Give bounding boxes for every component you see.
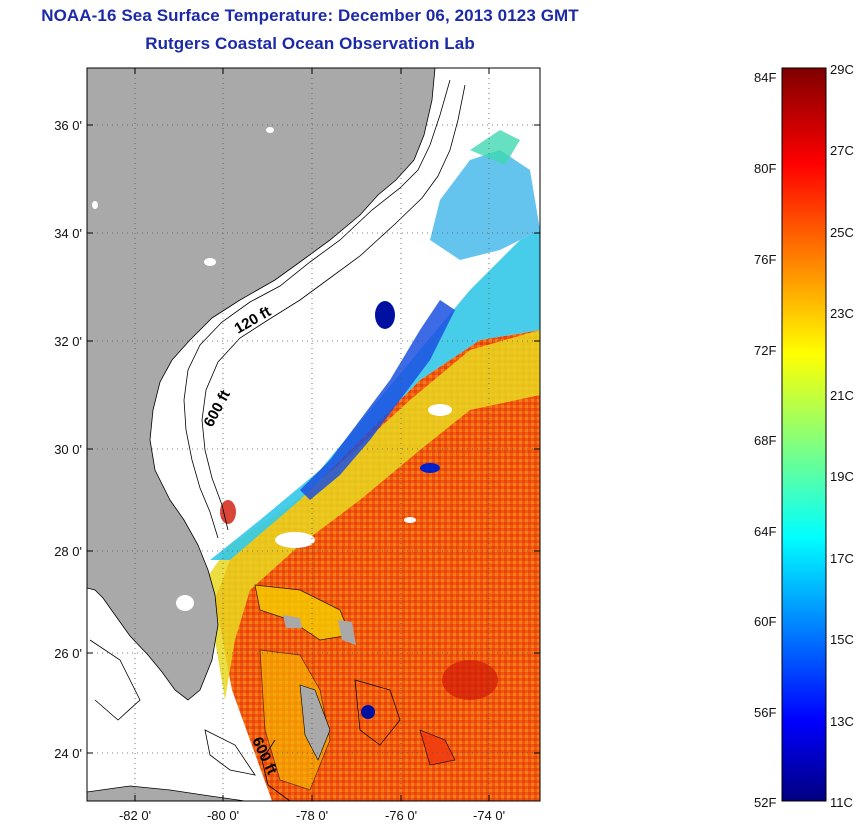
cb-c-11: 11C	[830, 795, 853, 810]
cb-c-27: 27C	[830, 143, 854, 158]
lat-label-34: 34 0'	[54, 226, 82, 241]
lon-label-82: -82 0'	[119, 808, 151, 823]
cb-f-64: 64F	[754, 524, 777, 539]
lon-label-80: -80 0'	[207, 808, 239, 823]
lat-label-24: 24 0'	[54, 746, 82, 761]
cb-c-13: 13C	[830, 714, 854, 729]
cb-f-60: 60F	[754, 614, 777, 629]
lat-label-36: 36 0'	[54, 118, 82, 133]
cb-c-19: 19C	[830, 469, 854, 484]
lat-label-32: 32 0'	[54, 334, 82, 349]
lon-label-74: -74 0'	[473, 808, 505, 823]
map-frame	[86, 67, 541, 802]
lat-label-26: 26 0'	[54, 646, 82, 661]
bahamas-banks	[254, 584, 456, 791]
bathymetry-contours	[89, 79, 466, 801]
map-subtitle: Rutgers Coastal Ocean Observation Lab	[145, 34, 475, 53]
cb-f-80: 80F	[754, 161, 777, 176]
lat-label-28: 28 0'	[54, 544, 82, 559]
cb-c-23: 23C	[830, 306, 854, 321]
land-mass	[87, 68, 436, 701]
map-title: NOAA-16 Sea Surface Temperature: Decembe…	[41, 6, 579, 25]
lat-label-30: 30 0'	[54, 442, 82, 457]
cb-f-68: 68F	[754, 433, 777, 448]
frame-ticks	[87, 68, 540, 801]
cb-f-52: 52F	[754, 795, 777, 810]
cb-f-84: 84F	[754, 70, 777, 85]
cuba-coast	[87, 785, 246, 801]
cb-c-15: 15C	[830, 632, 854, 647]
graticule	[87, 68, 540, 801]
cb-c-21: 21C	[830, 388, 854, 403]
lon-label-76: -76 0'	[385, 808, 417, 823]
cb-c-29: 29C	[830, 62, 854, 77]
cb-f-76: 76F	[754, 252, 777, 267]
cb-c-25: 25C	[830, 225, 854, 240]
latitude-labels: 36 0' 34 0' 32 0' 30 0' 28 0' 26 0' 24 0…	[54, 118, 82, 761]
colorbar	[781, 67, 827, 802]
cb-f-56: 56F	[754, 705, 777, 720]
lake-okeechobee	[176, 595, 194, 611]
longitude-labels: -82 0' -80 0' -78 0' -76 0' -74 0'	[119, 808, 505, 823]
lon-label-78: -78 0'	[296, 808, 328, 823]
cb-f-72: 72F	[754, 343, 777, 358]
cb-c-17: 17C	[830, 551, 854, 566]
map-content: 120 ft 600 ft 600 ft	[87, 68, 540, 801]
